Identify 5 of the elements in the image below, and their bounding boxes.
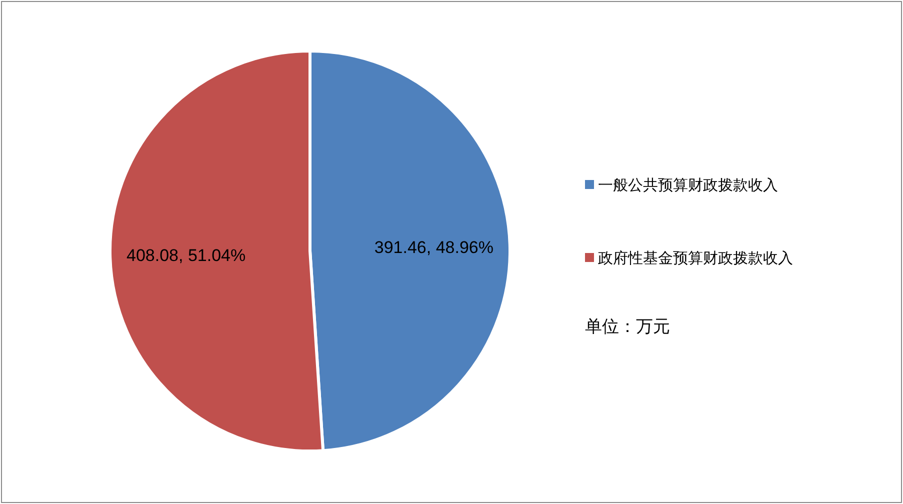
data-label: 391.46, 48.96%: [374, 238, 494, 257]
legend-label: 政府性基金预算财政拨款收入: [598, 250, 793, 267]
text: 单位：万元: [585, 317, 670, 336]
data-label: 408.08, 51.04%: [126, 246, 246, 266]
legend-label: 一般公共预算财政拨款收入: [598, 177, 778, 194]
